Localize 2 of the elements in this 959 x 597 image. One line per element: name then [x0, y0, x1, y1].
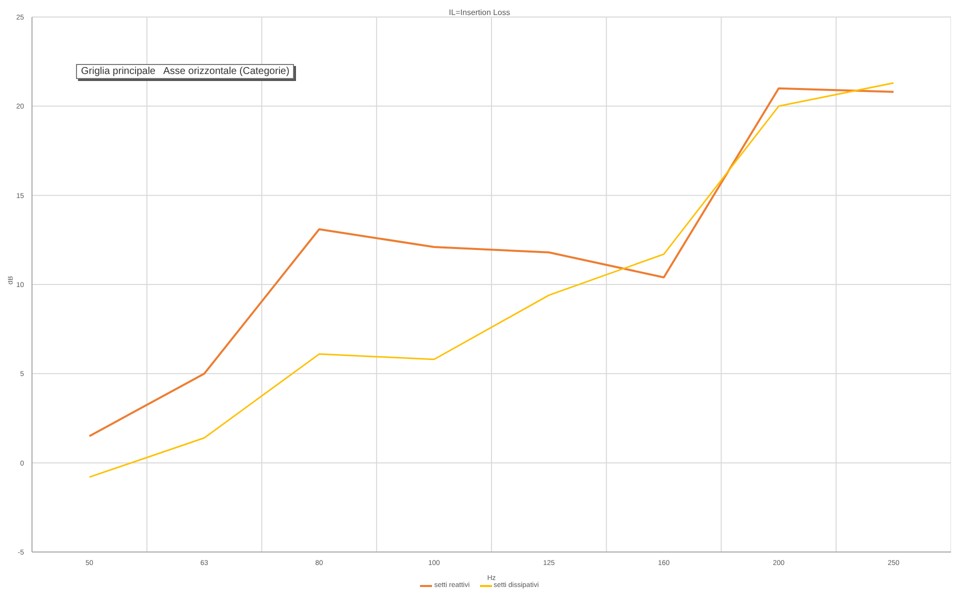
chart-title: IL=Insertion Loss	[448, 8, 510, 17]
tooltip-box: Griglia principale Asse orizzontale (Categorie)	[76, 64, 294, 79]
